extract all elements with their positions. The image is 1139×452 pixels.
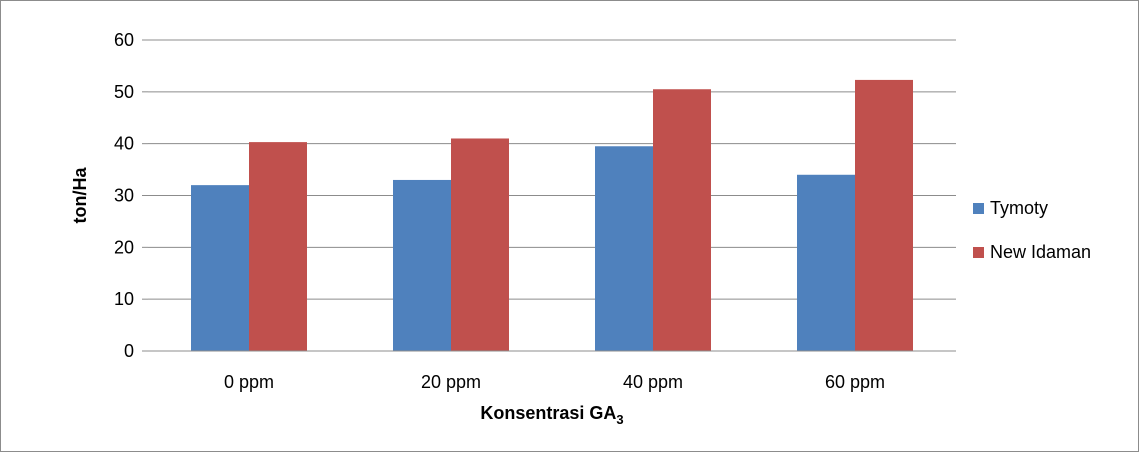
y-axis-title: ton/Ha [70,167,90,224]
bar-tymoty [797,174,855,351]
y-tick-label: 30 [114,186,134,206]
y-tick-label: 60 [114,30,134,50]
x-tick-label: 60 ppm [825,372,885,392]
y-tick-labels: 0 10 20 30 40 50 60 [114,30,134,361]
bar-new-idaman [855,79,913,351]
x-axis-title-main: Konsentrasi GA [480,403,616,423]
x-tick-label: 0 ppm [224,372,274,392]
legend-swatch [973,203,984,214]
legend-swatch [973,247,984,258]
y-tick-label: 40 [114,134,134,154]
bar-tymoty [393,179,451,351]
bar-tymoty [191,185,249,351]
x-axis-title: Konsentrasi GA3 [480,403,623,427]
y-tick-label: 0 [124,341,134,361]
y-tick-label: 10 [114,289,134,309]
y-tick-label: 20 [114,237,134,257]
x-tick-labels: 0 ppm 20 ppm 40 ppm 60 ppm [224,372,885,392]
bar-tymoty [595,146,653,351]
legend-label: Tymoty [990,198,1048,218]
legend-label: New Idaman [990,242,1091,262]
bar-new-idaman [451,138,509,351]
x-tick-label: 20 ppm [421,372,481,392]
x-tick-label: 40 ppm [623,372,683,392]
x-axis-title-subscript: 3 [616,412,623,427]
bars [191,79,913,351]
legend: Tymoty New Idaman [973,198,1091,262]
bar-new-idaman [653,89,711,351]
y-tick-label: 50 [114,82,134,102]
bar-new-idaman [249,142,307,351]
